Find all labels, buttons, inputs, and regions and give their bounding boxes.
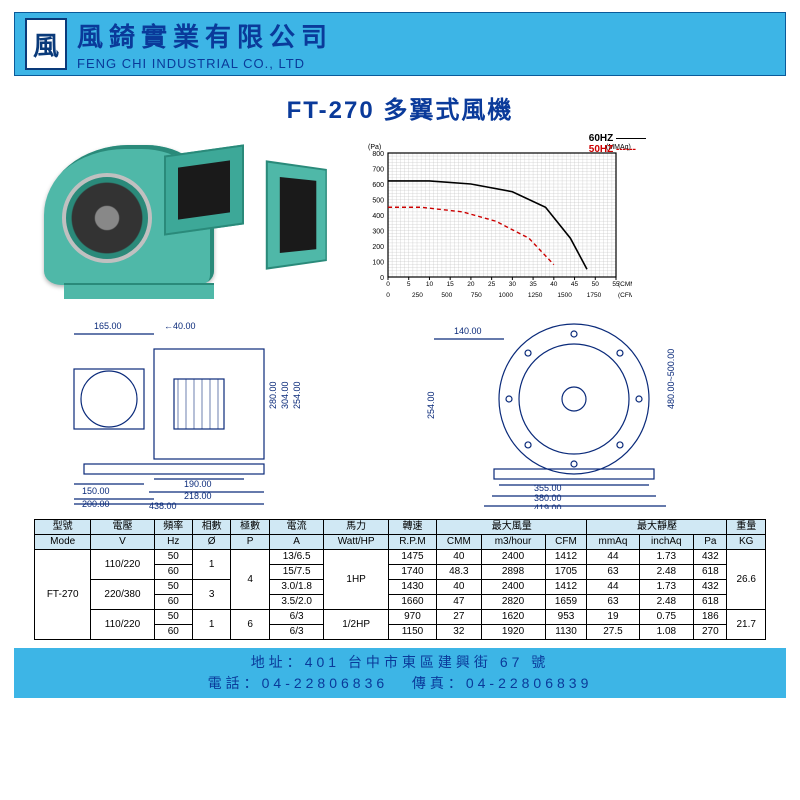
footer-bar: 地址：401 台中市東區建興街 67 號 電話：04-22806836 傳真：0… (14, 648, 786, 698)
svg-text:15: 15 (447, 281, 455, 288)
chart-legend: 60HZ ——— 50HZ ------ (589, 133, 646, 155)
svg-text:1500: 1500 (557, 292, 572, 299)
legend-50hz: 50HZ ------ (589, 144, 646, 155)
company-name-en: FENG CHI INDUSTRIAL CO., LTD (77, 56, 333, 71)
fan-base-shape (64, 283, 214, 299)
svg-text:400: 400 (372, 213, 384, 220)
svg-text:750: 750 (471, 292, 482, 299)
company-name-zh: 風錡實業有限公司 (77, 17, 333, 54)
svg-text:0: 0 (386, 292, 390, 299)
page: 風 風錡實業有限公司 FENG CHI INDUSTRIAL CO., LTD … (0, 0, 800, 800)
svg-text:165.00: 165.00 (94, 321, 122, 331)
svg-text:500: 500 (441, 292, 452, 299)
product-title: FT-270 多翼式風機 (14, 90, 786, 125)
svg-text:140.00: 140.00 (454, 326, 482, 336)
mid-row: 60HZ ——— 50HZ ------ 0100200300400500600… (14, 135, 786, 305)
svg-text:1750: 1750 (587, 292, 602, 299)
performance-svg: 0100200300400500600700800(Pa)(MMAq)05101… (352, 135, 632, 305)
dimensions-drawing: 165.00←40.00150.00200.00190.00218.00438.… (14, 305, 786, 515)
svg-text:300: 300 (372, 229, 384, 236)
svg-text:700: 700 (372, 167, 384, 174)
fan-outlet-shape (164, 144, 244, 235)
svg-text:0: 0 (380, 275, 384, 282)
footer-contact: 電話：04-22806836 傳真：04-22806839 (24, 673, 776, 694)
svg-text:5: 5 (407, 281, 411, 288)
svg-text:←40.00: ←40.00 (164, 321, 196, 331)
svg-text:600: 600 (372, 182, 384, 189)
svg-text:100: 100 (372, 260, 384, 267)
footer-addr: 地址：401 台中市東區建興街 67 號 (24, 652, 776, 673)
svg-text:30: 30 (509, 281, 517, 288)
svg-text:(Pa): (Pa) (368, 144, 381, 151)
fan-inlet-shape (62, 173, 152, 263)
svg-text:35: 35 (529, 281, 537, 288)
svg-text:480.00~500.00: 480.00~500.00 (666, 349, 676, 409)
performance-chart: 60HZ ——— 50HZ ------ 0100200300400500600… (352, 135, 766, 305)
svg-text:40: 40 (550, 281, 558, 288)
spec-table-wrap: 型號電壓頻率相數極數電流馬力轉速最大風量最大靜壓重量ModeVHzØPAWatt… (34, 519, 766, 640)
logo-mark: 風 (25, 18, 67, 70)
svg-text:45: 45 (571, 281, 579, 288)
svg-text:(CMM): (CMM) (618, 281, 632, 288)
svg-text:1250: 1250 (528, 292, 543, 299)
svg-text:380.00: 380.00 (534, 493, 562, 503)
legend-60hz: 60HZ ——— (589, 133, 646, 144)
svg-text:304.00: 304.00 (280, 381, 290, 409)
dim-svg: 165.00←40.00150.00200.00190.00218.00438.… (34, 309, 774, 509)
svg-text:(CFM): (CFM) (618, 292, 632, 299)
header-bar: 風 風錡實業有限公司 FENG CHI INDUSTRIAL CO., LTD (14, 12, 786, 76)
svg-text:20: 20 (467, 281, 475, 288)
svg-text:280.00: 280.00 (268, 381, 278, 409)
spec-table: 型號電壓頻率相數極數電流馬力轉速最大風量最大靜壓重量ModeVHzØPAWatt… (34, 519, 766, 640)
svg-text:190.00: 190.00 (184, 479, 212, 489)
svg-text:254.00: 254.00 (426, 391, 436, 419)
svg-text:500: 500 (372, 198, 384, 205)
svg-text:200: 200 (372, 244, 384, 251)
svg-text:438.00: 438.00 (149, 501, 177, 509)
svg-text:254.00: 254.00 (292, 381, 302, 409)
svg-text:25: 25 (488, 281, 496, 288)
company-block: 風錡實業有限公司 FENG CHI INDUSTRIAL CO., LTD (77, 17, 333, 71)
svg-text:1000: 1000 (498, 292, 513, 299)
svg-text:10: 10 (426, 281, 434, 288)
svg-text:150.00: 150.00 (82, 486, 110, 496)
svg-text:800: 800 (372, 151, 384, 158)
product-photo (34, 135, 344, 305)
svg-text:250: 250 (412, 292, 423, 299)
flange-shape (266, 160, 327, 270)
svg-text:0: 0 (386, 281, 390, 288)
svg-text:50: 50 (592, 281, 600, 288)
